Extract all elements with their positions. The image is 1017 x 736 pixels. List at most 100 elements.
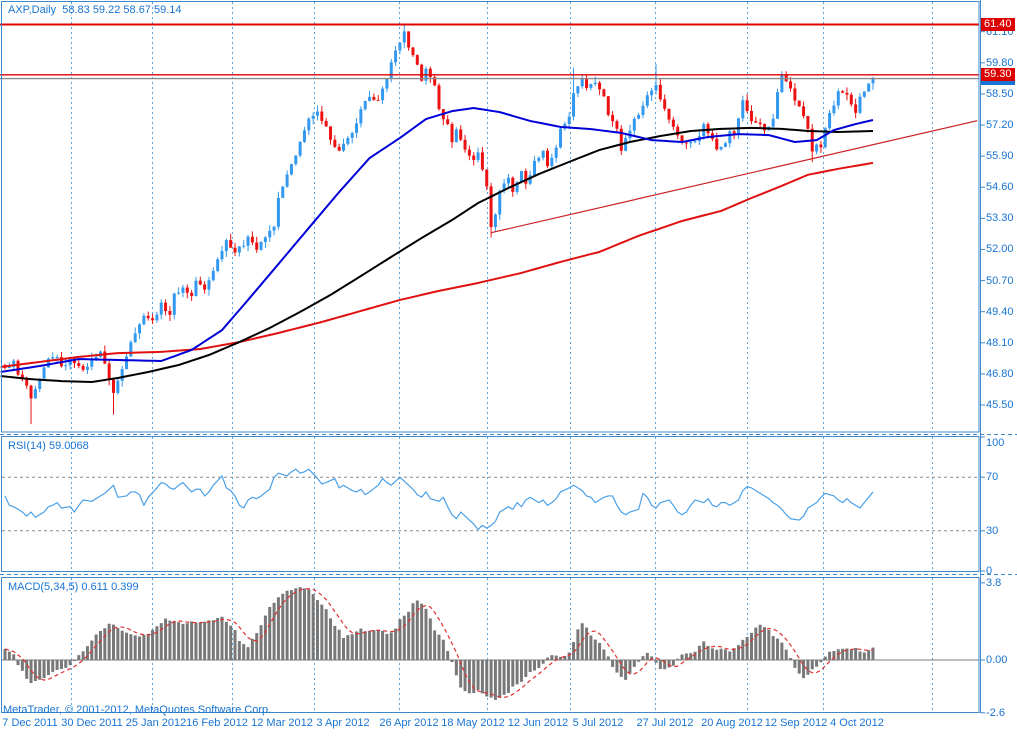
macd-histogram-bar <box>415 600 419 660</box>
macd-histogram-bar <box>250 638 254 660</box>
bull-candle-body <box>7 367 11 369</box>
macd-histogram-bar <box>133 635 137 660</box>
bull-candle-body <box>476 152 480 160</box>
bear-candle-body <box>819 144 823 148</box>
macd-tick-label: 3.8 <box>986 576 1002 589</box>
bear-candle-body <box>411 47 415 56</box>
bull-candle-body <box>559 128 563 148</box>
bull-candle-body <box>120 369 124 381</box>
ma-slow-red-line <box>0 161 874 368</box>
bull-candle-body <box>736 118 740 134</box>
bear-candle-body <box>598 82 602 90</box>
bear-candle-body <box>585 78 589 88</box>
bear-candle-body <box>789 81 793 89</box>
macd-histogram-bar <box>77 655 81 660</box>
macd-histogram-bar <box>467 660 471 694</box>
bear-candle-body <box>485 169 489 187</box>
macd-histogram-bar <box>867 650 871 660</box>
ma-mid-black-line <box>0 126 874 384</box>
bull-candle-body <box>506 177 510 184</box>
macd-histogram-bar <box>489 660 493 698</box>
bear-candle-body <box>706 124 710 134</box>
macd-histogram-bar <box>815 660 819 667</box>
date-tick-label: 30 Dec 2011 <box>61 717 123 729</box>
bull-candle-body <box>94 356 98 359</box>
macd-histogram-bar <box>736 645 740 660</box>
macd-histogram-bar <box>619 660 623 677</box>
bull-candle-body <box>177 292 181 294</box>
bear-candle-body <box>602 89 606 97</box>
bull-candle-body <box>181 287 185 293</box>
bull-candle-body <box>125 356 129 370</box>
bull-candle-body <box>363 100 367 110</box>
macd-histogram-bar <box>276 597 280 660</box>
macd-histogram-bar <box>220 616 224 660</box>
bull-candle-body <box>90 358 94 367</box>
bull-candle-body <box>272 226 276 231</box>
macd-histogram-bar <box>289 590 293 660</box>
bull-candle-body <box>780 74 784 93</box>
macd-histogram-bar <box>810 660 814 670</box>
bull-candle-body <box>315 111 319 116</box>
macd-histogram-bar <box>59 660 63 670</box>
price-tick-label: 49.40 <box>986 305 1014 318</box>
rsi-tick-label: 100 <box>986 437 1005 449</box>
macd-histogram-bar <box>767 629 771 660</box>
macd-histogram-bar <box>546 657 549 660</box>
macd-histogram-bar <box>758 624 762 660</box>
bear-candle-body <box>81 365 85 370</box>
macd-histogram-bar <box>55 660 59 670</box>
macd-histogram-bar <box>823 656 827 660</box>
bear-candle-body <box>684 142 688 144</box>
macd-histogram-bar <box>819 660 823 663</box>
bear-candle-body <box>428 68 432 78</box>
macd-histogram-bar <box>142 634 146 660</box>
bear-candle-body <box>524 170 528 184</box>
macd-histogram-bar <box>480 660 484 694</box>
bull-candle-body <box>355 123 359 133</box>
bull-candle-body <box>116 380 120 393</box>
bull-candle-body <box>498 190 502 215</box>
macd-histogram-bar <box>298 587 302 660</box>
macd-tick-label: 0.00 <box>986 654 1008 666</box>
bull-candle-body <box>502 183 506 191</box>
date-tick-label: 25 Jan 2012 <box>125 717 187 729</box>
macd-histogram-bar <box>615 660 619 673</box>
macd-histogram-bar <box>585 627 589 660</box>
macd-histogram-bar <box>125 632 129 660</box>
macd-histogram-bar <box>237 641 241 660</box>
bull-candle-body <box>580 78 584 87</box>
bull-candle-body <box>394 50 398 63</box>
bull-candle-body <box>771 118 775 127</box>
macd-histogram-bar <box>663 660 667 670</box>
macd-histogram-bar <box>446 651 450 660</box>
macd-histogram-bar <box>29 660 33 683</box>
bull-candle-body <box>385 78 389 89</box>
macd-histogram-bar <box>177 622 181 660</box>
macd-histogram-bar <box>654 660 658 663</box>
macd-histogram-bar <box>537 660 541 669</box>
price-tick-label: 59.80 <box>986 56 1014 69</box>
bear-candle-body <box>25 379 29 386</box>
bear-candle-body <box>797 100 801 107</box>
bear-candle-body <box>376 99 380 101</box>
macd-histogram-bar <box>81 651 85 660</box>
macd-histogram-bar <box>845 648 849 660</box>
bear-candle-body <box>806 116 810 129</box>
bull-candle-body <box>654 84 658 91</box>
bull-candle-body <box>207 280 211 290</box>
bull-candle-body <box>871 78 875 84</box>
bull-candle-body <box>172 293 176 315</box>
bear-candle-body <box>151 318 155 321</box>
macd-histogram-bar <box>311 594 315 660</box>
price-tick-label: 54.60 <box>986 181 1014 194</box>
macd-histogram-bar <box>862 652 866 660</box>
macd-histogram-bar <box>168 620 172 660</box>
bull-candle-body <box>155 314 159 321</box>
ma-fast-blue-line <box>0 107 874 373</box>
bear-candle-body <box>233 247 237 253</box>
bear-candle-body <box>758 122 762 125</box>
bear-candle-body <box>407 31 411 48</box>
